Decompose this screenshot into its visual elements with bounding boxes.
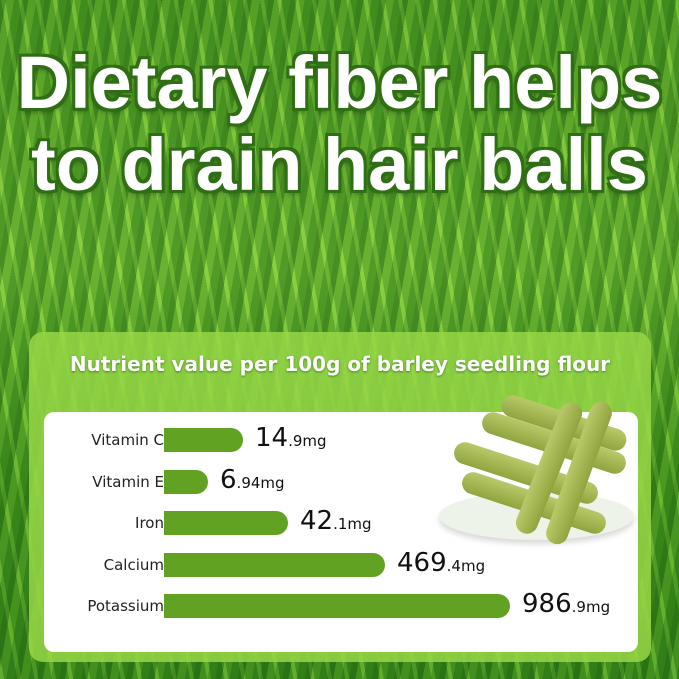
chart-card: Vitamin C 14.9mg Vitamin E 6.94mg Iron 42.1mg…: [44, 392, 638, 652]
value-label: 469.4mg: [397, 547, 486, 578]
category-label: Vitamin E: [92, 472, 164, 491]
category-label: Calcium: [103, 555, 164, 574]
bar: [164, 469, 208, 494]
category-label: Potassium: [87, 597, 164, 615]
value-label: 6.94mg: [220, 464, 285, 495]
value-label: 14.9mg: [255, 423, 327, 453]
bar: [164, 511, 288, 535]
nutrient-panel: Nutrient value per 100g of barley seedli…: [29, 332, 651, 662]
bar-row: Iron 42.1mg: [44, 506, 638, 536]
category-label: Vitamin C: [91, 431, 164, 449]
bar-row: Vitamin E 6.94mg: [44, 465, 638, 495]
value-label: 42.1mg: [300, 506, 372, 536]
bar: [164, 428, 243, 452]
bar: [164, 594, 510, 618]
headline: Dietary fiber helps to drain hair balls: [16, 41, 663, 206]
barley-sticks-image: [439, 392, 639, 552]
bar: [164, 552, 385, 577]
bar-row: Vitamin C 14.9mg: [44, 423, 638, 453]
bar-row: Potassium 986.9mg: [44, 589, 638, 619]
bar-row: Calcium 469.4mg: [44, 548, 638, 578]
category-label: Iron: [135, 514, 164, 532]
value-label: 986.9mg: [522, 589, 611, 619]
chart-title: Nutrient value per 100g of barley seedli…: [69, 352, 611, 376]
